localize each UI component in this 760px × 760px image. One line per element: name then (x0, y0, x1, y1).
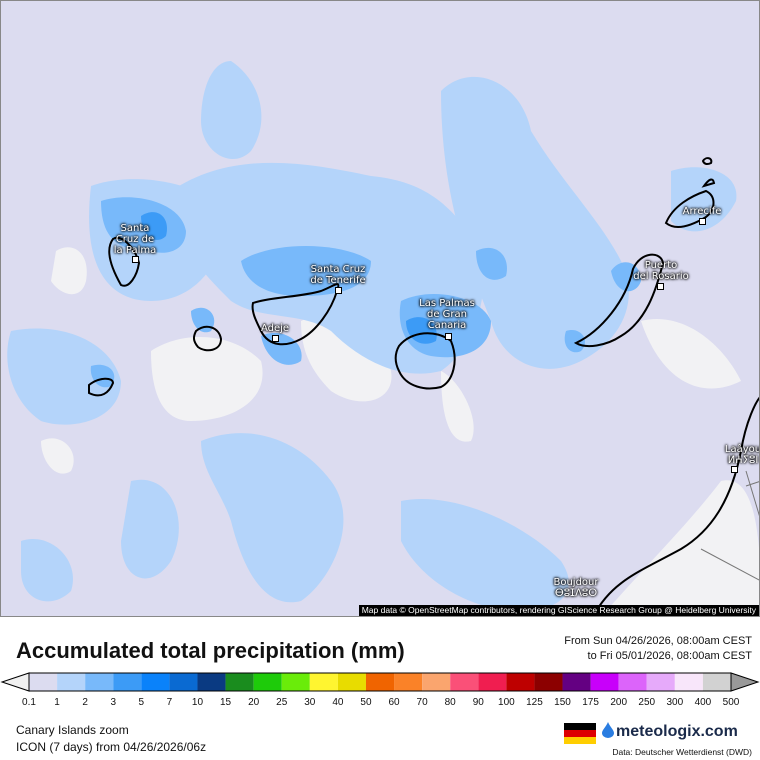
droplet-icon (602, 722, 614, 738)
color-scale-border (28, 672, 732, 692)
color-swatch (506, 673, 535, 691)
city-marker (335, 287, 342, 294)
tick-label: 125 (526, 697, 543, 708)
color-scale-bar (0, 672, 760, 692)
period-from: From Sun 04/26/2026, 08:00am CEST (564, 635, 752, 647)
color-swatch (394, 673, 423, 691)
color-swatch (113, 673, 142, 691)
color-swatch (197, 673, 226, 691)
tick-label: 10 (191, 697, 204, 708)
precip-3mm (141, 212, 437, 344)
tick-label: 1 (54, 697, 60, 708)
tick-label: 2 (82, 697, 88, 708)
color-swatch (141, 673, 170, 691)
tick-label: 50 (360, 697, 372, 708)
city-label-boujdour: Boujdour ⴱⵓⵊⴷⵓⵔ (553, 577, 599, 599)
color-swatch (590, 673, 619, 691)
city-marker (699, 218, 706, 225)
city-label-arrecife: Arrecife (682, 206, 722, 217)
tick-label: 200 (610, 697, 628, 708)
city-label-adeje: Adeje (260, 323, 290, 334)
color-swatch (450, 673, 479, 691)
tick-label: 25 (276, 697, 288, 708)
color-swatch (85, 673, 114, 691)
precip-1mm (7, 61, 737, 611)
color-swatch (57, 673, 86, 691)
tick-label: 7 (166, 697, 173, 708)
color-swatch (478, 673, 507, 691)
city-label-puerto-del-rosario: Puerto del Rosario (633, 260, 689, 282)
city-label-laayoune: Laâyou ⵍⵄⵢⵓⵏ (724, 444, 760, 466)
tick-label: 40 (332, 697, 344, 708)
legend-title: Accumulated total precipitation (mm) (16, 638, 405, 663)
color-swatch (169, 673, 198, 691)
color-swatch (281, 673, 310, 691)
color-swatch (337, 673, 366, 691)
region-label: Canary Islands zoom (16, 723, 129, 737)
color-swatch (365, 673, 395, 691)
city-label-las-palmas: Las Palmas de Gran Canaria (419, 298, 475, 331)
tick-label: 80 (444, 697, 456, 708)
tick-label: 400 (694, 697, 712, 708)
dry-areas (41, 247, 759, 616)
tick-label: 175 (582, 697, 599, 708)
color-swatch (562, 673, 591, 691)
tick-label: 30 (304, 697, 316, 708)
tick-label: 5 (138, 697, 145, 708)
meteologix-logo[interactable]: meteologix.com (602, 722, 738, 741)
data-source: Data: Deutscher Wetterdienst (DWD) (612, 747, 752, 757)
period-to: to Fri 05/01/2026, 08:00am CEST (587, 650, 752, 662)
color-swatch (253, 673, 282, 691)
color-swatch (646, 673, 675, 691)
over-range-triangle (730, 672, 760, 692)
color-swatch (29, 673, 58, 691)
tick-label: 100 (498, 697, 515, 708)
city-label-santa-cruz-de-la-palma: Santa Cruz de la Palma (113, 223, 157, 256)
color-swatch (309, 673, 338, 691)
model-run-label: ICON (7 days) from 04/26/2026/06z (16, 740, 207, 754)
tick-label: 300 (666, 697, 684, 708)
tick-label: 500 (722, 697, 740, 708)
tick-label: 15 (219, 697, 232, 708)
tick-label: 90 (472, 697, 484, 708)
tick-label: 3 (110, 697, 117, 708)
map-attribution: Map data © OpenStreetMap contributors, r… (358, 605, 759, 616)
city-marker (657, 283, 664, 290)
borders (700, 470, 759, 581)
tick-label: 20 (248, 697, 260, 708)
germany-flag-icon (564, 723, 596, 744)
color-swatch (702, 673, 731, 691)
under-range-triangle (0, 672, 30, 692)
precipitation-field (7, 61, 759, 616)
tick-label: 150 (554, 697, 571, 708)
tick-label: 0.1 (22, 697, 36, 708)
city-label-santa-cruz-de-tenerife: Santa Cruz de Tenerife (310, 264, 366, 286)
color-swatch (618, 673, 647, 691)
color-swatch (422, 673, 451, 691)
city-marker (132, 256, 139, 263)
tick-label: 250 (638, 697, 656, 708)
city-marker (272, 335, 279, 342)
city-marker (445, 333, 452, 340)
city-marker (731, 466, 738, 473)
color-swatch (225, 673, 254, 691)
color-swatch (674, 673, 703, 691)
tick-label: 60 (388, 697, 400, 708)
coastlines (88, 157, 759, 616)
tick-label: 70 (416, 697, 428, 708)
precipitation-map[interactable]: Santa Cruz de la Palma Santa Cruz de Teneri… (0, 0, 760, 617)
color-swatch (534, 673, 563, 691)
